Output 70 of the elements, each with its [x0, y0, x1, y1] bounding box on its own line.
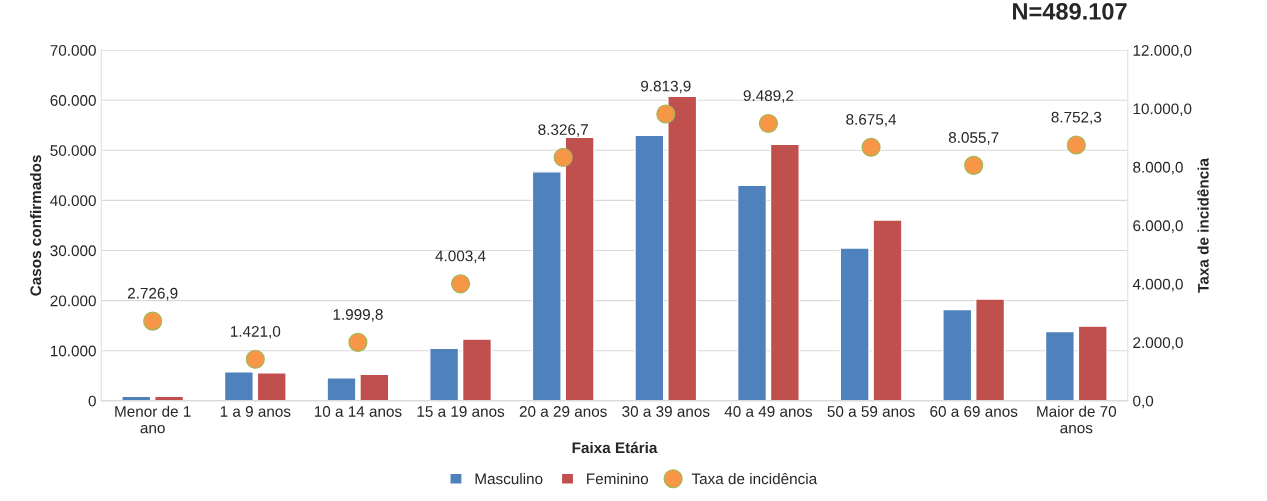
point	[758, 113, 779, 134]
x-tick-label: 20 a 29 anos	[519, 406, 607, 417]
data-label: 8.326,7	[538, 124, 588, 137]
bar	[326, 377, 357, 401]
data-label: 2.726,9	[127, 287, 178, 301]
x-tick-label: 1 a 9 anos	[220, 406, 291, 417]
bar	[429, 347, 460, 401]
bar	[872, 219, 903, 401]
y-tick-label: 70.000	[50, 44, 96, 56]
y-tick-label: 60.000	[50, 95, 96, 106]
y2-tick-label: 10.000,0	[1133, 103, 1192, 117]
y-tick-label: 20.000	[50, 295, 96, 307]
point	[1066, 135, 1086, 155]
bar	[359, 373, 390, 401]
data-label: 8.752,3	[1051, 111, 1102, 125]
y2-tick-label: 6.000,0	[1133, 220, 1183, 233]
data-label: 1.421,0	[230, 325, 281, 339]
legend-label: Masculino	[475, 473, 543, 485]
data-label: 8.055,7	[948, 132, 999, 145]
chart-title: N=489.107	[1013, 3, 1127, 20]
bar	[256, 372, 287, 401]
y2-tick-label: 8.000,0	[1133, 161, 1183, 175]
bar	[531, 171, 562, 401]
bar	[223, 371, 254, 401]
x-tick-label: 50 a 59 anos	[827, 406, 915, 417]
bar	[839, 247, 870, 401]
y-tick-label: 40.000	[50, 195, 96, 207]
y2-tick-label: 12.000,0	[1133, 44, 1192, 58]
y-tick-label: 0	[88, 395, 96, 407]
point	[143, 311, 163, 331]
bar	[634, 134, 665, 401]
bar	[1044, 330, 1075, 401]
y2-axis-title: Taxa de incidência	[1197, 157, 1209, 293]
data-label: 4.003,4	[435, 250, 486, 264]
bar	[769, 143, 800, 401]
data-label: 9.813,9	[641, 80, 691, 94]
bar	[564, 136, 595, 401]
data-label: 8.675,4	[846, 113, 897, 127]
x-tick-label: 40 a 49 anos	[724, 406, 813, 417]
bar	[667, 95, 698, 401]
data-label: 1.999,8	[333, 309, 383, 322]
x-tick-label: Menor de 1 ano	[115, 405, 191, 434]
bar	[1077, 325, 1108, 401]
bar	[461, 338, 493, 401]
bar	[736, 184, 768, 401]
point	[964, 155, 984, 175]
y-tick-label: 50.000	[50, 145, 96, 156]
x-tick-label: 60 a 69 anos	[930, 406, 1018, 417]
x-tick-label: 30 a 39 anos	[622, 406, 710, 417]
point	[553, 147, 573, 168]
bar	[942, 308, 973, 401]
x-tick-label: 10 a 14 anos	[314, 406, 402, 417]
bar	[975, 298, 1006, 401]
data-label: 9.489,2	[743, 90, 794, 103]
point	[348, 332, 368, 352]
point	[861, 137, 881, 157]
y-tick-label: 30.000	[50, 245, 96, 257]
y2-tick-label: 4.000,0	[1132, 278, 1183, 292]
y-tick-label: 10.000	[50, 345, 96, 357]
point	[450, 274, 471, 294]
y-axis-title: Casos confirmados	[29, 155, 42, 296]
y2-tick-label: 2.000,0	[1133, 337, 1183, 350]
point	[245, 349, 265, 369]
x-tick-label: 15 a 19 anos	[417, 406, 505, 417]
legend-label: Taxa de incidência	[691, 472, 818, 485]
y2-tick-label: 0,0	[1133, 395, 1154, 409]
legend-label: Feminino	[587, 473, 649, 485]
point	[656, 104, 676, 124]
x-axis-title: Faixa Etária	[572, 441, 658, 454]
x-tick-label: Maior de 70 anos	[1037, 405, 1117, 434]
